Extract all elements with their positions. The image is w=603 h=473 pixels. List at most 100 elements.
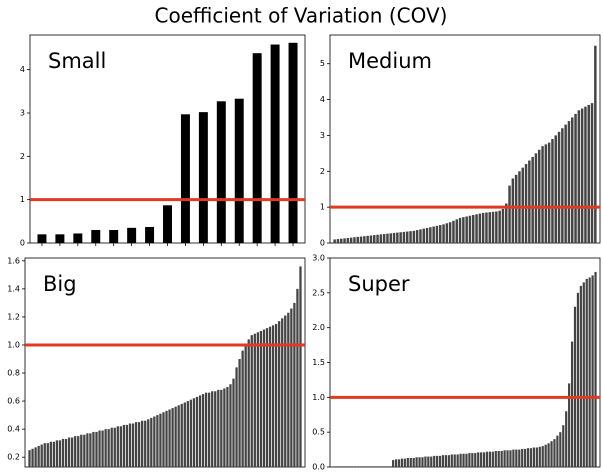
bar	[500, 450, 503, 467]
bar	[389, 233, 392, 243]
bar	[452, 220, 455, 243]
bar	[98, 430, 101, 467]
bar	[445, 223, 449, 243]
bar	[394, 459, 398, 467]
bar	[147, 419, 150, 467]
y-tick-label: 0.2	[7, 453, 20, 462]
bar	[509, 450, 512, 467]
bar	[433, 455, 436, 467]
bar	[556, 435, 559, 467]
bar	[564, 124, 567, 243]
bar	[247, 339, 250, 467]
bar	[252, 53, 262, 244]
bar	[250, 335, 253, 467]
bar	[474, 453, 477, 467]
bar	[389, 466, 392, 467]
bar	[380, 466, 383, 467]
bar	[183, 402, 186, 467]
y-tick-label: 1	[320, 203, 325, 212]
bar	[180, 114, 190, 243]
bar	[594, 45, 597, 243]
bar	[348, 466, 351, 467]
bar	[386, 233, 389, 243]
bar	[458, 217, 462, 243]
bar	[293, 302, 296, 467]
bar	[253, 333, 256, 467]
bar	[349, 237, 353, 243]
panel-title: Big	[43, 272, 77, 296]
bar	[368, 466, 371, 467]
bar	[80, 434, 83, 467]
bar	[229, 384, 232, 467]
bar	[95, 431, 98, 467]
bar	[590, 103, 594, 243]
bar	[125, 424, 129, 467]
bar	[223, 388, 226, 467]
y-tick-label: 4	[20, 65, 25, 74]
bar	[465, 216, 468, 243]
bar	[553, 439, 556, 467]
bar	[406, 457, 409, 467]
bar	[444, 455, 448, 467]
bar	[333, 239, 336, 243]
bar	[128, 423, 132, 467]
bar	[288, 42, 298, 243]
bar	[162, 412, 165, 467]
y-tick-label: 0.4	[7, 425, 20, 434]
bar	[336, 239, 340, 243]
bar	[159, 413, 162, 467]
bar	[392, 460, 395, 467]
bar	[453, 454, 456, 467]
bar	[506, 450, 509, 467]
bar	[192, 398, 196, 467]
bar	[180, 403, 183, 467]
bar	[511, 178, 515, 243]
bar	[478, 213, 482, 243]
bar	[418, 457, 421, 467]
panel-title: Small	[48, 49, 106, 73]
bar	[571, 117, 574, 243]
bar	[37, 445, 40, 467]
bar	[535, 447, 538, 467]
bar	[201, 394, 205, 467]
panel-title: Medium	[348, 49, 432, 73]
bar	[559, 432, 562, 467]
bar	[46, 443, 49, 467]
bar	[579, 285, 582, 467]
bar	[177, 405, 180, 467]
y-tick-label: 5	[320, 59, 325, 68]
bar	[34, 447, 37, 467]
bar	[488, 451, 492, 467]
bar	[217, 389, 220, 467]
bar	[116, 426, 119, 467]
bar	[74, 436, 77, 467]
bar	[565, 411, 568, 467]
bar	[430, 456, 433, 467]
bar	[220, 389, 223, 467]
bar	[551, 139, 554, 243]
bar	[235, 367, 238, 467]
bar	[399, 232, 402, 243]
bar	[101, 430, 104, 467]
bar	[485, 451, 489, 467]
bar	[373, 235, 376, 243]
bar	[538, 446, 541, 467]
bar	[582, 282, 585, 467]
bar	[287, 312, 290, 467]
y-tick-label: 4	[320, 95, 325, 104]
bar	[468, 215, 472, 243]
y-tick-label: 0	[20, 239, 25, 248]
bar	[491, 451, 494, 467]
bar	[557, 131, 561, 243]
bar	[165, 410, 168, 467]
bar	[73, 233, 83, 243]
bar	[441, 455, 445, 467]
bar	[377, 466, 380, 467]
bar	[459, 453, 462, 467]
bar	[353, 237, 356, 243]
bar	[531, 156, 534, 243]
y-tick-label: 1.4	[7, 284, 20, 293]
bar	[284, 315, 287, 467]
bar	[333, 466, 336, 467]
bar	[52, 441, 56, 467]
